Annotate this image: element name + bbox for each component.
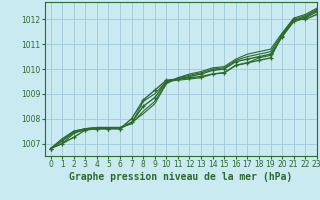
X-axis label: Graphe pression niveau de la mer (hPa): Graphe pression niveau de la mer (hPa) [69, 172, 292, 182]
